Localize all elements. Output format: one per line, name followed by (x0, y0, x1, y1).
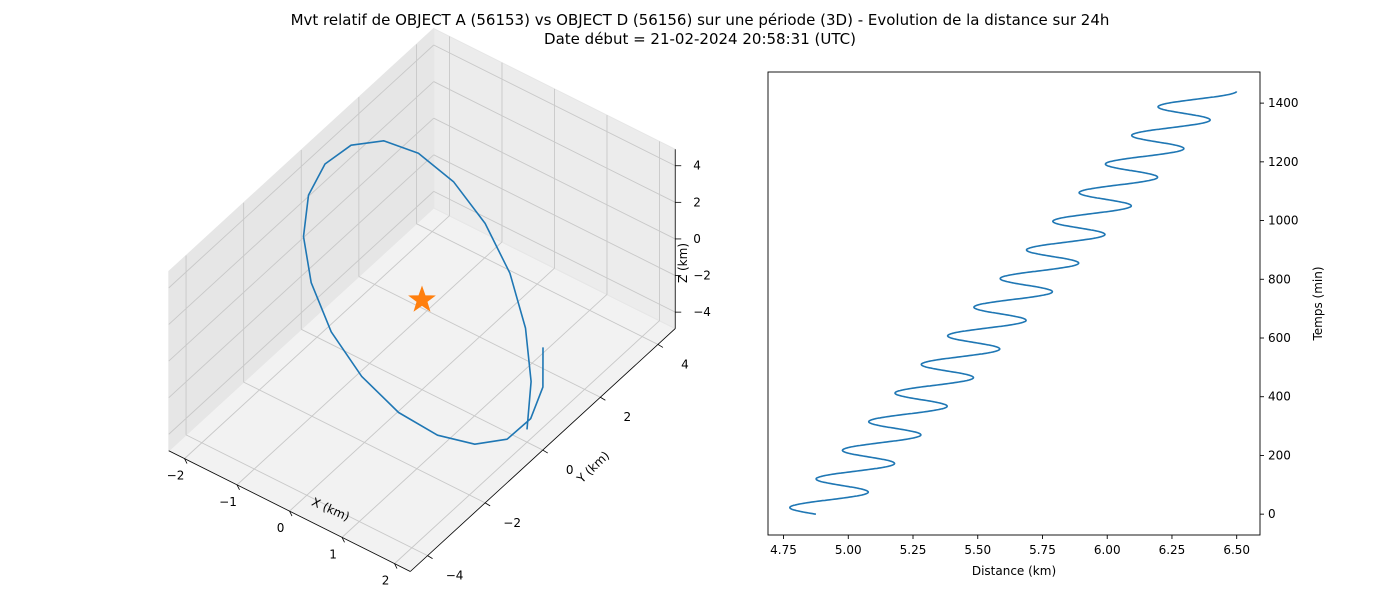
x-tick (236, 484, 240, 491)
y-tick (484, 502, 491, 507)
x-tick (341, 537, 345, 543)
x-tick-label: 2 (382, 574, 390, 588)
y-tick-label: 400 (1268, 390, 1291, 404)
x-tick-label: 6.25 (1159, 543, 1186, 557)
y-tick-label: 1000 (1268, 214, 1299, 228)
x-tick-label: 5.00 (835, 543, 862, 557)
series-trajectory-line (302, 140, 544, 446)
z-tick-label: −2 (693, 269, 711, 283)
grid-floor-y (301, 328, 543, 451)
grid-side-z (168, 117, 435, 362)
y-axis-line (409, 328, 676, 572)
z-tick-label: 0 (693, 232, 701, 246)
y-tick (657, 344, 664, 348)
origin-star-marker (408, 285, 436, 312)
y-tick (542, 449, 548, 454)
grid-floor-y (185, 434, 428, 557)
x-tick-label: 5.50 (964, 543, 991, 557)
y-axis-label: Y (km) (574, 448, 613, 486)
x-axis-label: Distance (km) (972, 564, 1056, 578)
y-tick-label: 0 (1268, 507, 1276, 521)
y-tick-label: 4 (681, 357, 689, 371)
grid-back-z (433, 190, 676, 313)
grid-side-z (168, 81, 435, 325)
z-tick-label: 4 (693, 159, 701, 173)
x-tick-label: 5.75 (1029, 543, 1056, 557)
y-tick-label: 1200 (1268, 155, 1299, 169)
x-tick-label: 1 (329, 547, 337, 561)
x-tick-label: 4.75 (770, 543, 797, 557)
x-tick-label: −2 (167, 469, 185, 483)
grid-side-z (168, 191, 435, 435)
x-tick (394, 563, 398, 569)
grid-back-z (433, 81, 676, 203)
grid-side-z (168, 154, 435, 398)
grid-back-z (433, 44, 676, 167)
figure-title-line2: Date début = 21-02-2024 20:58:31 (UTC) (544, 30, 856, 48)
z-tick-label: −4 (693, 305, 711, 319)
figure-title-line1: Mvt relatif de OBJECT A (56153) vs OBJEC… (291, 11, 1110, 29)
grid-floor-y (243, 381, 486, 504)
grid-floor-y (416, 223, 659, 345)
grid-back-z (433, 154, 676, 276)
y-tick (427, 555, 433, 559)
x-tick-label: 5.25 (900, 543, 927, 557)
grid-side-z (168, 44, 435, 289)
x-tick-label: −1 (219, 495, 237, 509)
grid-floor-y (358, 276, 601, 398)
y-tick-label: 2 (624, 410, 632, 424)
z-tick-label: 2 (693, 195, 701, 209)
y-tick-label: 600 (1268, 331, 1291, 345)
grid-back-z (433, 117, 676, 240)
series-distance-line (788, 90, 1238, 515)
y-tick-label: 1400 (1268, 96, 1299, 110)
y-tick (600, 396, 606, 401)
x-tick-label: 6.00 (1094, 543, 1121, 557)
x-tick-label: 0 (277, 521, 285, 535)
y-axis-label: Temps (min) (1311, 266, 1325, 341)
x-tick-label: 6.50 (1223, 543, 1250, 557)
y-tick-label: 200 (1268, 448, 1291, 462)
plot-frame (767, 71, 1261, 536)
x-tick (184, 458, 188, 464)
y-tick-label: 0 (566, 463, 574, 477)
y-tick-label: −4 (446, 569, 464, 583)
y-tick-label: −2 (503, 516, 521, 530)
x-tick (289, 510, 293, 517)
chart-distance-vs-time: 4.75 5.00 5.25 5.50 5.75 6.00 6.25 6.50 0 200 400 6… (767, 71, 1325, 578)
z-axis-label: Z (km) (676, 243, 690, 283)
y-tick-label: 800 (1268, 272, 1291, 286)
